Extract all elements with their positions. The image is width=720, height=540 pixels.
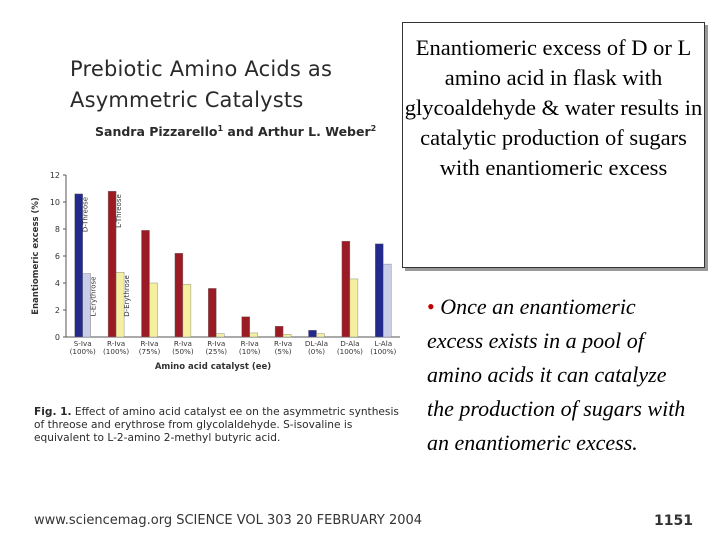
x-tick-label: D-Ala: [340, 339, 359, 348]
paper-title-line2: Asymmetric Catalysts: [70, 88, 304, 112]
y-axis-label: Enantiomeric excess (%): [31, 197, 41, 315]
y-tick-label: 10: [50, 198, 60, 207]
bullet-text: Once an enantiomeric excess exists in a …: [427, 294, 686, 455]
x-tick-label: L-Ala: [374, 339, 392, 348]
y-tick-label: 12: [50, 171, 60, 180]
slide-callout-box: Enantiomeric excess of D or L amino acid…: [402, 22, 705, 268]
x-tick-label: R-Iva: [140, 339, 158, 348]
bar: [208, 288, 217, 338]
bar: [241, 316, 250, 338]
annotation-label: D-Threose: [82, 197, 90, 232]
author2-sup: 2: [370, 124, 377, 133]
x-tick-label-ee: (10%): [239, 347, 261, 356]
x-tick-label-ee: (25%): [206, 347, 228, 356]
x-tick-label: R-Iva: [274, 339, 292, 348]
x-tick-label-ee: (50%): [172, 347, 194, 356]
callout-text: Enantiomeric excess of D or L amino acid…: [404, 35, 703, 180]
author1-sup: 1: [217, 124, 224, 133]
bar: [383, 263, 392, 338]
x-tick-label: R-Iva: [107, 339, 125, 348]
x-tick-label-ee: (0%): [308, 347, 325, 356]
bullet-mark: •: [427, 294, 441, 319]
bar: [182, 284, 192, 338]
bar: [282, 334, 292, 338]
paper-title-line1: Prebiotic Amino Acids as: [70, 57, 333, 81]
y-tick-label: 0: [55, 333, 60, 342]
paper-authors: Sandra Pizzarello1 and Arthur L. Weber2: [95, 124, 376, 139]
bar: [149, 282, 158, 338]
x-tick-label-ee: (100%): [337, 347, 363, 356]
bar: [308, 330, 317, 338]
bar: [249, 332, 258, 338]
figure-caption: Fig. 1. Effect of amino acid catalyst ee…: [34, 406, 406, 445]
author-and: and Arthur L. Weber: [223, 124, 371, 140]
x-tick-label: DL-Ala: [305, 339, 328, 348]
bar: [341, 240, 351, 338]
footer-journal-info: www.sciencemag.org SCIENCE VOL 303 20 FE…: [34, 513, 423, 528]
annotation-label: L-Erythrose: [90, 277, 98, 317]
bar: [274, 325, 284, 338]
bar: [141, 230, 150, 338]
x-tick-label-ee: (100%): [370, 347, 396, 356]
x-tick-label-ee: (5%): [275, 347, 292, 356]
x-tick-label: R-Iva: [174, 339, 192, 348]
caption-label: Fig. 1.: [34, 406, 72, 418]
bar: [375, 243, 384, 338]
y-tick-label: 4: [55, 279, 60, 288]
x-tick-label: S-Iva: [74, 339, 92, 348]
author1: Sandra Pizzarello: [95, 124, 218, 140]
bar: [216, 333, 225, 338]
bar: [316, 333, 325, 338]
x-tick-label: R-Iva: [241, 339, 259, 348]
bar: [115, 271, 125, 338]
bar: [107, 191, 117, 338]
bar: [349, 278, 359, 338]
footer-page-number: 1151: [654, 513, 693, 529]
x-tick-label-ee: (75%): [139, 347, 161, 356]
bar: [74, 193, 83, 338]
annotation-label: L-Threose: [115, 194, 123, 228]
paper-title: Prebiotic Amino Acids as Asymmetric Cata…: [70, 54, 400, 116]
bar: [82, 273, 91, 338]
bar: [174, 253, 184, 338]
annotation-label: D-Erythrose: [123, 275, 131, 317]
y-tick-label: 2: [55, 306, 60, 315]
x-tick-label-ee: (100%): [70, 347, 96, 356]
y-tick-label: 8: [55, 225, 60, 234]
slide-bullet: • Once an enantiomeric excess exists in …: [427, 290, 697, 460]
x-axis-label: Amino acid catalyst (ee): [155, 362, 271, 372]
x-tick-label: R-Iva: [207, 339, 225, 348]
x-tick-label-ee: (100%): [103, 347, 129, 356]
y-tick-label: 6: [55, 252, 60, 261]
caption-text: Effect of amino acid catalyst ee on the …: [34, 406, 399, 444]
